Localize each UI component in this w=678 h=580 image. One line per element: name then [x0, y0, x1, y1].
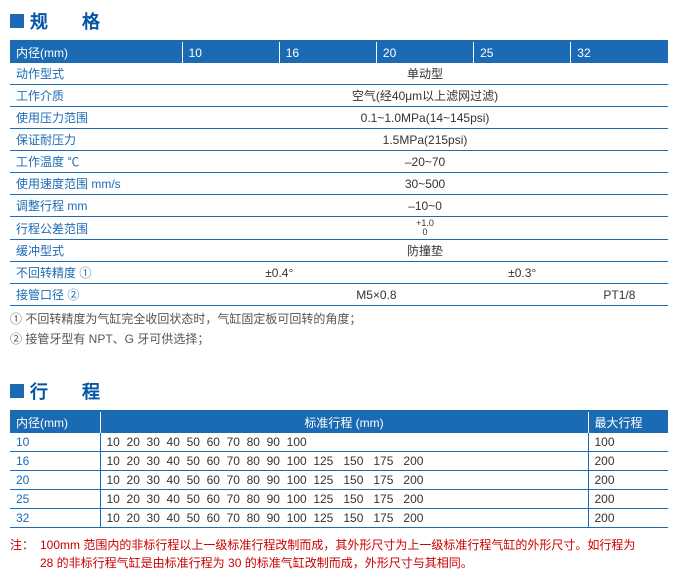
spec-table: 内径(mm) 10 16 20 25 32 动作型式单动型工作介质空气(经40μ… — [10, 42, 668, 306]
spec-cell: M5×0.8 — [182, 284, 571, 306]
stroke-max: 200 — [588, 490, 668, 509]
spec-row: 使用速度范围 mm/s30~500 — [10, 173, 668, 195]
stroke-footer-note: 注：100mm 范围内的非标行程以上一级标准行程改制而成，其外形尺寸为上一级标准… — [10, 536, 668, 572]
spec-row-label: 保证耐压力 — [10, 129, 182, 151]
spec-row: 工作介质空气(经40μm以上滤网过滤) — [10, 85, 668, 107]
stroke-row: 2510 20 30 40 50 60 70 80 90 100 125 150… — [10, 490, 668, 509]
spec-row: 使用压力范围0.1~1.0MPa(14~145psi) — [10, 107, 668, 129]
spec-row: 动作型式单动型 — [10, 63, 668, 85]
spec-row-label: 使用压力范围 — [10, 107, 182, 129]
spec-header-col: 16 — [279, 42, 376, 63]
spec-row-label: 使用速度范围 mm/s — [10, 173, 182, 195]
stroke-section-title: 行 程 — [10, 378, 668, 404]
stroke-std: 10 20 30 40 50 60 70 80 90 100 125 150 1… — [100, 452, 588, 471]
spec-row: 保证耐压力1.5MPa(215psi) — [10, 129, 668, 151]
spec-cell: 0.1~1.0MPa(14~145psi) — [182, 107, 668, 129]
stroke-bore: 10 — [10, 433, 100, 452]
spec-header-row: 内径(mm) 10 16 20 25 32 — [10, 42, 668, 63]
spec-cell: ±0.4° — [182, 262, 376, 284]
spec-header-label: 内径(mm) — [10, 42, 182, 63]
stroke-max: 200 — [588, 452, 668, 471]
spec-cell: +1.0 0 — [182, 217, 668, 240]
footer-label: 注： — [10, 536, 40, 554]
spec-cell: 单动型 — [182, 63, 668, 85]
stroke-header-row: 内径(mm) 标准行程 (mm) 最大行程 — [10, 412, 668, 433]
spec-cell: 30~500 — [182, 173, 668, 195]
spec-section-title: 规 格 — [10, 8, 668, 34]
stroke-row: 2010 20 30 40 50 60 70 80 90 100 125 150… — [10, 471, 668, 490]
spec-row: 不回转精度 ①±0.4°±0.3° — [10, 262, 668, 284]
stroke-header-label: 内径(mm) — [10, 412, 100, 433]
spec-header-col: 20 — [376, 42, 473, 63]
spec-cell: 空气(经40μm以上滤网过滤) — [182, 85, 668, 107]
stroke-max: 200 — [588, 471, 668, 490]
spec-cell: –10~0 — [182, 195, 668, 217]
spec-row: 工作温度 ℃–20~70 — [10, 151, 668, 173]
spec-row: 调整行程 mm–10~0 — [10, 195, 668, 217]
spec-cell: 1.5MPa(215psi) — [182, 129, 668, 151]
spec-row-label: 缓冲型式 — [10, 240, 182, 262]
spec-header-col: 32 — [571, 42, 668, 63]
stroke-header-right: 最大行程 — [588, 412, 668, 433]
spec-row: 接管口径 ②M5×0.8PT1/8 — [10, 284, 668, 306]
spec-header-col: 10 — [182, 42, 279, 63]
stroke-std: 10 20 30 40 50 60 70 80 90 100 125 150 1… — [100, 490, 588, 509]
stroke-bore: 16 — [10, 452, 100, 471]
spec-row-label: 行程公差范围 — [10, 217, 182, 240]
spec-row: 缓冲型式防撞垫 — [10, 240, 668, 262]
stroke-row: 1010 20 30 40 50 60 70 80 90 100100 — [10, 433, 668, 452]
stroke-table: 内径(mm) 标准行程 (mm) 最大行程 1010 20 30 40 50 6… — [10, 412, 668, 528]
stroke-std: 10 20 30 40 50 60 70 80 90 100 — [100, 433, 588, 452]
spec-row-label: 工作温度 ℃ — [10, 151, 182, 173]
spec-row-label: 调整行程 mm — [10, 195, 182, 217]
stroke-std: 10 20 30 40 50 60 70 80 90 100 125 150 1… — [100, 471, 588, 490]
stroke-bore: 25 — [10, 490, 100, 509]
stroke-row: 1610 20 30 40 50 60 70 80 90 100 125 150… — [10, 452, 668, 471]
spec-note: ② 接管牙型有 NPT、G 牙可供选择； — [10, 330, 668, 348]
spec-header-col: 25 — [474, 42, 571, 63]
spec-cell: PT1/8 — [571, 284, 668, 306]
spec-row-label: 工作介质 — [10, 85, 182, 107]
spec-cell: –20~70 — [182, 151, 668, 173]
spec-row-label: 接管口径 ② — [10, 284, 182, 306]
stroke-bore: 20 — [10, 471, 100, 490]
spec-row: 行程公差范围+1.0 0 — [10, 217, 668, 240]
stroke-row: 3210 20 30 40 50 60 70 80 90 100 125 150… — [10, 509, 668, 528]
stroke-max: 100 — [588, 433, 668, 452]
spec-notes: ① 不回转精度为气缸完全收回状态时，气缸固定板可回转的角度； ② 接管牙型有 N… — [10, 310, 668, 348]
spec-note: ① 不回转精度为气缸完全收回状态时，气缸固定板可回转的角度； — [10, 310, 668, 328]
spec-row-label: 不回转精度 ① — [10, 262, 182, 284]
stroke-max: 200 — [588, 509, 668, 528]
footer-text: 100mm 范围内的非标行程以上一级标准行程改制而成，其外形尺寸为上一级标准行程… — [40, 536, 640, 572]
spec-cell: ±0.3° — [376, 262, 668, 284]
spec-row-label: 动作型式 — [10, 63, 182, 85]
stroke-std: 10 20 30 40 50 60 70 80 90 100 125 150 1… — [100, 509, 588, 528]
stroke-header-mid: 标准行程 (mm) — [100, 412, 588, 433]
stroke-bore: 32 — [10, 509, 100, 528]
spec-cell: 防撞垫 — [182, 240, 668, 262]
